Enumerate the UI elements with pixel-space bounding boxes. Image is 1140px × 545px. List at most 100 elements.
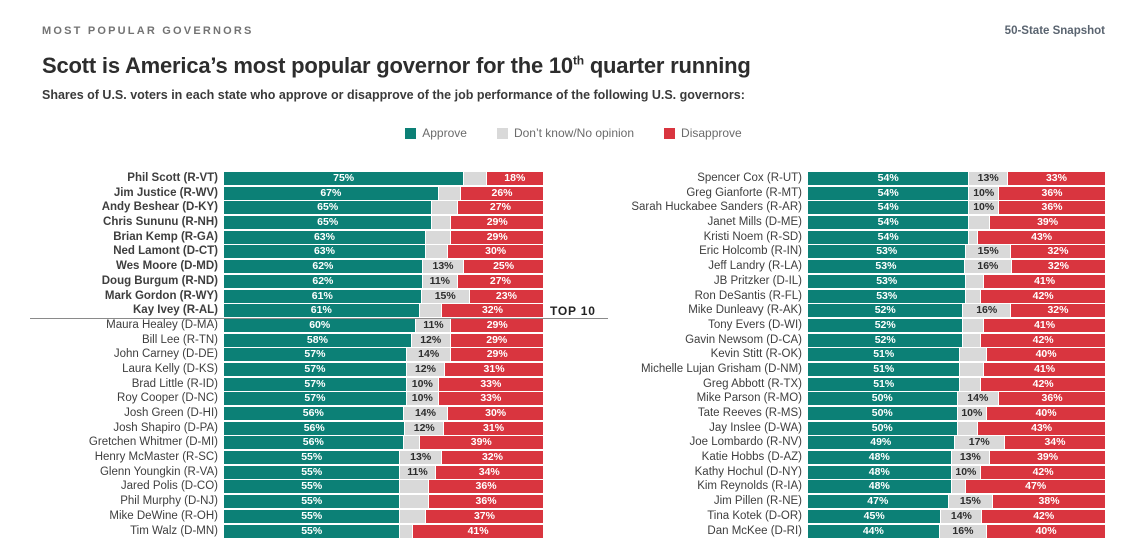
governor-label: Ron DeSantis (R-FL) bbox=[694, 289, 802, 302]
approval-bar: 62% 13% 25% bbox=[224, 260, 543, 274]
neutral-segment: 11% bbox=[399, 465, 435, 479]
approve-segment: 56% bbox=[224, 407, 403, 420]
neutral-segment: 13% bbox=[950, 451, 990, 465]
neutral-segment: 12% bbox=[404, 421, 444, 435]
governor-label: Jay Inslee (D-WA) bbox=[709, 421, 802, 434]
disapprove-segment: 40% bbox=[986, 407, 1105, 420]
governor-row: Kim Reynolds (R-IA) 48% 47% bbox=[596, 480, 1105, 494]
approve-segment: 57% bbox=[224, 362, 406, 376]
governor-row: Kristi Noem (R-SD) 54% 43% bbox=[596, 230, 1105, 244]
approval-bar: 53% 15% 32% bbox=[808, 245, 1105, 259]
title-superscript: th bbox=[572, 53, 584, 68]
approve-segment: 63% bbox=[224, 245, 425, 259]
approval-bar: 57% 12% 31% bbox=[224, 362, 543, 376]
governor-row: Kathy Hochul (D-NY) 48% 10% 42% bbox=[596, 465, 1105, 479]
approve-segment: 65% bbox=[224, 216, 432, 230]
approval-bar: 49% 17% 34% bbox=[808, 436, 1105, 450]
approval-bar: 51% 41% bbox=[808, 362, 1105, 376]
approval-bar: 54% 13% 33% bbox=[808, 172, 1105, 185]
approve-segment: 62% bbox=[224, 274, 422, 288]
governor-label: Andy Beshear (D-KY) bbox=[101, 201, 218, 214]
approve-segment: 53% bbox=[808, 274, 966, 288]
neutral-segment: 16% bbox=[963, 260, 1011, 274]
neutral-segment: 10% bbox=[405, 392, 438, 406]
neutral-segment bbox=[399, 509, 425, 523]
governor-row: Jim Justice (R-WV) 67% 26% bbox=[42, 186, 543, 200]
approve-segment: 54% bbox=[808, 172, 969, 185]
disapprove-segment: 33% bbox=[437, 377, 543, 391]
approve-segment: 48% bbox=[808, 480, 951, 494]
legend-label: Disapprove bbox=[681, 126, 742, 140]
governor-row: Kay Ivey (R-AL) 61% 32% bbox=[42, 304, 543, 318]
governor-row: JB Pritzker (D-IL) 53% 41% bbox=[596, 274, 1105, 288]
governor-row: Brad Little (R-ID) 57% 10% 33% bbox=[42, 377, 543, 391]
governor-label: Tony Evers (D-WI) bbox=[708, 318, 802, 331]
neutral-segment: 16% bbox=[962, 304, 1010, 318]
governor-row: Phil Scott (R-VT) 75% 18% bbox=[42, 172, 543, 185]
governor-label: Tina Kotek (D-OR) bbox=[707, 509, 802, 522]
neutral-segment bbox=[402, 436, 419, 450]
approval-bar: 55% 37% bbox=[224, 509, 543, 523]
approve-segment: 52% bbox=[808, 318, 963, 332]
approval-bar: 48% 13% 39% bbox=[808, 451, 1105, 465]
disapprove-segment: 47% bbox=[965, 480, 1105, 494]
governor-row: Michelle Lujan Grisham (D-NM) 51% 41% bbox=[596, 362, 1105, 376]
governor-label: Jim Pillen (R-NE) bbox=[713, 495, 802, 508]
neutral-segment bbox=[431, 201, 457, 215]
governor-row: Brian Kemp (R-GA) 63% 29% bbox=[42, 230, 543, 244]
disapprove-segment: 39% bbox=[989, 451, 1105, 465]
approve-segment: 53% bbox=[808, 260, 964, 274]
legend-swatch-disapprove bbox=[664, 127, 676, 139]
approve-segment: 51% bbox=[808, 362, 960, 376]
governor-label: Mark Gordon (R-WY) bbox=[104, 289, 218, 302]
top10-divider-line bbox=[30, 318, 608, 319]
approve-segment: 45% bbox=[808, 509, 941, 523]
approval-bar: 65% 27% bbox=[224, 201, 543, 215]
disapprove-segment: 32% bbox=[440, 304, 543, 318]
disapprove-segment: 41% bbox=[983, 362, 1105, 376]
governor-label: Henry McMaster (R-SC) bbox=[94, 451, 218, 464]
governor-row: Greg Abbott (R-TX) 51% 42% bbox=[596, 377, 1105, 391]
approve-segment: 75% bbox=[224, 172, 464, 185]
chart-subtitle: Shares of U.S. voters in each state who … bbox=[42, 88, 745, 102]
approval-bar: 55% 13% 32% bbox=[224, 451, 543, 465]
approve-segment: 55% bbox=[224, 524, 400, 538]
governor-row: Eric Holcomb (R-IN) 53% 15% 32% bbox=[596, 245, 1105, 259]
governor-label: Dan McKee (D-RI) bbox=[707, 524, 802, 537]
neutral-segment bbox=[399, 480, 429, 494]
governor-label: Ned Lamont (D-CT) bbox=[113, 245, 218, 258]
approve-segment: 56% bbox=[224, 421, 405, 435]
approval-bar: 50% 14% 36% bbox=[808, 392, 1105, 406]
approve-segment: 62% bbox=[224, 260, 422, 274]
neutral-segment bbox=[968, 216, 990, 230]
governor-row: Henry McMaster (R-SC) 55% 13% 32% bbox=[42, 451, 543, 465]
disapprove-segment: 27% bbox=[456, 274, 543, 288]
disapprove-segment: 36% bbox=[428, 480, 543, 494]
disapprove-segment: 29% bbox=[450, 230, 543, 244]
disapprove-segment: 34% bbox=[434, 465, 543, 479]
governor-label: Jeff Landry (R-LA) bbox=[708, 260, 802, 273]
governor-label: Spencer Cox (R-UT) bbox=[697, 172, 802, 184]
governor-row: Greg Gianforte (R-MT) 54% 10% 36% bbox=[596, 186, 1105, 200]
approval-bar: 57% 10% 33% bbox=[224, 392, 543, 406]
governor-row: Tina Kotek (D-OR) 45% 14% 42% bbox=[596, 509, 1105, 523]
governor-row: Bill Lee (R-TN) 58% 12% 29% bbox=[42, 333, 543, 347]
approve-segment: 51% bbox=[808, 348, 960, 362]
disapprove-segment: 42% bbox=[980, 333, 1105, 347]
approve-segment: 49% bbox=[808, 436, 954, 450]
governor-label: John Carney (D-DE) bbox=[113, 348, 218, 361]
governor-label: Josh Shapiro (D-PA) bbox=[113, 421, 218, 434]
approve-segment: 51% bbox=[808, 377, 960, 391]
governor-row: Dan McKee (D-RI) 44% 16% 40% bbox=[596, 524, 1105, 538]
neutral-segment bbox=[968, 230, 978, 244]
governor-row: Tate Reeves (R-MS) 50% 10% 40% bbox=[596, 407, 1105, 420]
neutral-segment: 10% bbox=[968, 186, 999, 200]
governor-row: Sarah Huckabee Sanders (R-AR) 54% 10% 36% bbox=[596, 201, 1105, 215]
governor-label: Josh Green (D-HI) bbox=[124, 407, 218, 419]
legend-swatch-neutral bbox=[496, 127, 508, 139]
neutral-segment bbox=[965, 289, 981, 303]
governor-label: Mike Dunleavy (R-AK) bbox=[688, 304, 802, 317]
approve-segment: 53% bbox=[808, 289, 966, 303]
approval-bar: 52% 41% bbox=[808, 318, 1105, 332]
disapprove-segment: 40% bbox=[986, 524, 1105, 538]
